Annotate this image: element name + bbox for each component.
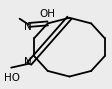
Text: N: N: [24, 22, 31, 32]
Text: OH: OH: [40, 9, 56, 19]
Text: HO: HO: [4, 73, 20, 83]
Text: N: N: [24, 57, 31, 67]
